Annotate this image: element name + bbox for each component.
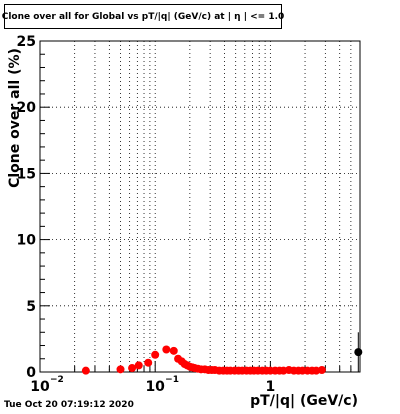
chart-title: Clone over all for Global vs pT/|q| (GeV… — [2, 4, 284, 29]
y-tick-label: 25 — [17, 34, 36, 50]
plot-frame — [39, 40, 361, 373]
y-tick-label: 0 — [26, 365, 36, 381]
data-marks — [81, 332, 363, 375]
x-axis-label: pT/|q| (GeV/c) — [250, 393, 358, 409]
data-point — [134, 361, 143, 370]
timestamp-footer: Tue Oct 20 07:19:12 2020 — [4, 400, 134, 410]
data-point — [128, 364, 137, 373]
y-axis-label: Clone over all (%) — [7, 48, 23, 188]
data-point — [81, 366, 90, 375]
data-point — [354, 348, 363, 357]
y-tick-label: 15 — [17, 166, 36, 182]
data-point — [169, 346, 178, 355]
y-tick-label: 10 — [17, 233, 37, 249]
x-tick-label: 1 — [265, 379, 275, 395]
data-point — [144, 358, 153, 367]
y-tick-label: 5 — [26, 299, 36, 315]
x-tick-label: 10 — [30, 379, 50, 395]
y-axis-ticks: 0 5 10 15 20 25 — [17, 34, 50, 381]
x-tick-label: 10 — [145, 379, 165, 395]
data-point — [162, 345, 171, 354]
y-tick-label: 20 — [17, 100, 37, 116]
x-tick-exponent: −2 — [50, 375, 64, 385]
grid-lines — [40, 41, 360, 372]
data-point — [317, 366, 326, 375]
x-tick-exponent: −1 — [165, 375, 179, 385]
data-point — [151, 350, 160, 359]
data-point — [116, 365, 125, 374]
